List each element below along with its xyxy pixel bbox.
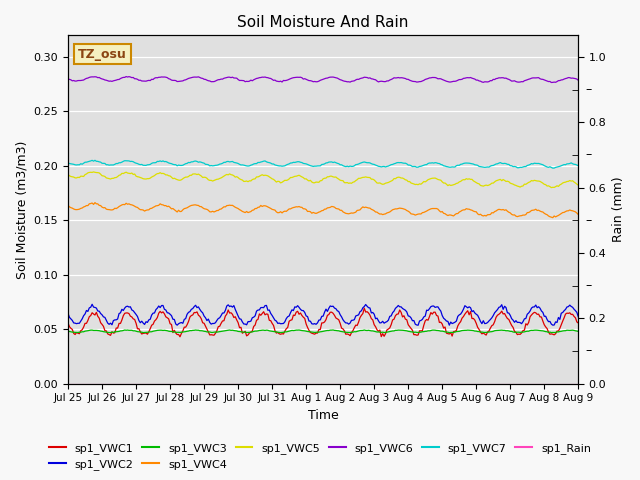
sp1_Rain bbox=[512, 381, 520, 386]
Title: Soil Moisture And Rain: Soil Moisture And Rain bbox=[237, 15, 409, 30]
Text: –: – bbox=[585, 214, 591, 227]
sp1_VWC3 bbox=[356, 328, 364, 334]
sp1_VWC4 bbox=[78, 205, 86, 211]
sp1_VWC2 bbox=[64, 311, 72, 316]
Text: –: – bbox=[585, 148, 591, 162]
Text: TZ_osu: TZ_osu bbox=[78, 48, 127, 60]
Legend: sp1_VWC1, sp1_VWC2, sp1_VWC3, sp1_VWC4, sp1_VWC5, sp1_VWC6, sp1_VWC7, sp1_Rain: sp1_VWC1, sp1_VWC2, sp1_VWC3, sp1_VWC4, … bbox=[45, 438, 595, 474]
sp1_VWC7 bbox=[385, 163, 392, 169]
sp1_VWC3 bbox=[329, 327, 337, 333]
sp1_VWC6 bbox=[78, 77, 86, 83]
sp1_Rain bbox=[575, 381, 582, 386]
sp1_Rain bbox=[159, 381, 167, 386]
sp1_VWC5 bbox=[547, 185, 555, 191]
sp1_VWC7 bbox=[549, 165, 557, 171]
sp1_VWC4 bbox=[513, 214, 521, 219]
sp1_VWC3 bbox=[445, 330, 453, 336]
sp1_VWC6 bbox=[64, 76, 72, 82]
sp1_VWC6 bbox=[356, 76, 364, 82]
sp1_VWC3 bbox=[385, 329, 392, 335]
sp1_VWC6 bbox=[161, 74, 168, 80]
sp1_VWC5 bbox=[575, 182, 582, 188]
sp1_VWC2 bbox=[515, 320, 523, 325]
sp1_VWC3 bbox=[575, 328, 582, 334]
Text: –: – bbox=[585, 279, 591, 292]
Y-axis label: Rain (mm): Rain (mm) bbox=[612, 177, 625, 242]
sp1_VWC2 bbox=[373, 315, 381, 321]
sp1_VWC7 bbox=[373, 163, 381, 168]
sp1_VWC1 bbox=[64, 320, 72, 326]
Line: sp1_VWC3: sp1_VWC3 bbox=[68, 330, 579, 333]
sp1_VWC6 bbox=[373, 78, 381, 84]
Line: sp1_VWC6: sp1_VWC6 bbox=[68, 76, 579, 83]
sp1_VWC1 bbox=[575, 320, 582, 326]
sp1_VWC1 bbox=[159, 309, 167, 315]
Line: sp1_VWC2: sp1_VWC2 bbox=[68, 304, 579, 325]
sp1_VWC6 bbox=[547, 80, 555, 85]
Line: sp1_VWC1: sp1_VWC1 bbox=[68, 308, 579, 337]
sp1_VWC5 bbox=[64, 171, 72, 177]
sp1_VWC5 bbox=[90, 169, 97, 175]
sp1_VWC3 bbox=[373, 329, 381, 335]
sp1_VWC4 bbox=[385, 210, 392, 216]
sp1_Rain bbox=[355, 381, 362, 386]
sp1_VWC4 bbox=[549, 215, 557, 220]
X-axis label: Time: Time bbox=[308, 409, 339, 422]
sp1_VWC1 bbox=[515, 331, 523, 337]
sp1_VWC2 bbox=[78, 316, 86, 322]
sp1_VWC2 bbox=[88, 301, 96, 307]
sp1_VWC1 bbox=[356, 315, 364, 321]
sp1_VWC7 bbox=[64, 160, 72, 166]
Text: –: – bbox=[585, 344, 591, 358]
Text: –: – bbox=[585, 83, 591, 96]
sp1_VWC1 bbox=[374, 328, 382, 334]
Y-axis label: Soil Moisture (m3/m3): Soil Moisture (m3/m3) bbox=[15, 140, 28, 278]
sp1_VWC5 bbox=[78, 173, 86, 179]
sp1_VWC4 bbox=[575, 212, 582, 217]
sp1_VWC7 bbox=[161, 159, 168, 165]
sp1_VWC7 bbox=[356, 160, 364, 166]
sp1_VWC1 bbox=[78, 327, 86, 333]
sp1_Rain bbox=[372, 381, 380, 386]
sp1_VWC3 bbox=[78, 329, 86, 335]
Line: sp1_VWC4: sp1_VWC4 bbox=[68, 203, 579, 217]
sp1_VWC5 bbox=[373, 180, 381, 186]
sp1_VWC6 bbox=[385, 78, 392, 84]
sp1_VWC6 bbox=[122, 73, 130, 79]
sp1_VWC6 bbox=[575, 77, 582, 83]
sp1_VWC3 bbox=[515, 329, 523, 335]
sp1_Rain bbox=[383, 381, 391, 386]
sp1_VWC3 bbox=[159, 327, 167, 333]
sp1_VWC4 bbox=[161, 203, 168, 208]
sp1_VWC5 bbox=[356, 176, 364, 181]
sp1_VWC2 bbox=[575, 314, 582, 320]
sp1_VWC1 bbox=[176, 334, 184, 340]
sp1_Rain bbox=[64, 381, 72, 386]
sp1_VWC4 bbox=[91, 200, 99, 205]
sp1_VWC7 bbox=[513, 165, 521, 170]
sp1_VWC7 bbox=[91, 157, 99, 163]
sp1_VWC2 bbox=[385, 317, 392, 323]
sp1_VWC5 bbox=[513, 183, 521, 189]
sp1_VWC6 bbox=[513, 79, 521, 85]
Line: sp1_VWC5: sp1_VWC5 bbox=[68, 172, 579, 188]
Line: sp1_VWC7: sp1_VWC7 bbox=[68, 160, 579, 168]
sp1_VWC1 bbox=[360, 305, 368, 311]
sp1_VWC5 bbox=[161, 171, 168, 177]
sp1_VWC4 bbox=[373, 209, 381, 215]
sp1_VWC4 bbox=[356, 207, 364, 213]
sp1_VWC5 bbox=[385, 180, 392, 185]
sp1_VWC3 bbox=[64, 329, 72, 335]
sp1_VWC2 bbox=[356, 309, 364, 314]
sp1_VWC2 bbox=[414, 323, 422, 328]
sp1_Rain bbox=[78, 381, 86, 386]
sp1_VWC1 bbox=[386, 325, 394, 331]
sp1_VWC7 bbox=[78, 161, 86, 167]
sp1_VWC4 bbox=[64, 203, 72, 208]
sp1_VWC2 bbox=[161, 306, 168, 312]
sp1_VWC7 bbox=[575, 163, 582, 168]
